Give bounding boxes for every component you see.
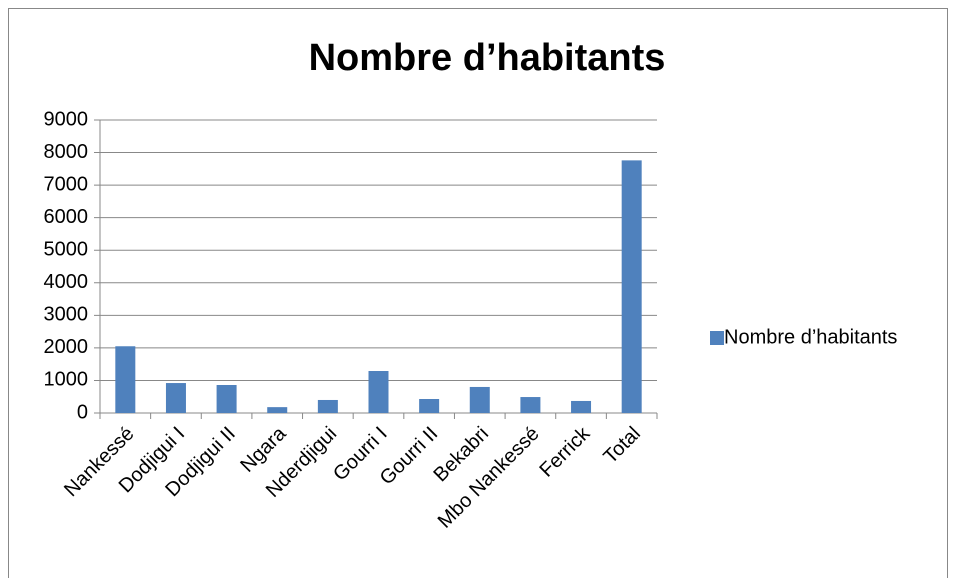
y-tick-label: 9000 <box>44 108 89 130</box>
bar <box>267 407 288 413</box>
chart-border <box>8 8 948 578</box>
y-tick-label: 6000 <box>44 206 89 228</box>
legend-swatch <box>710 331 724 345</box>
y-tick-label: 5000 <box>44 239 89 261</box>
y-tick-label: 4000 <box>44 271 89 293</box>
legend-label: Nombre d’habitants <box>724 326 897 348</box>
bar <box>216 385 237 413</box>
y-tick-label: 3000 <box>44 304 89 326</box>
bar <box>317 399 338 413</box>
bar <box>115 346 136 413</box>
bar <box>571 400 592 413</box>
y-tick-label: 2000 <box>44 336 89 358</box>
bar <box>469 386 490 413</box>
chart-title: Nombre d’habitants <box>309 37 666 79</box>
y-tick-label: 7000 <box>44 173 89 195</box>
bar <box>419 399 440 413</box>
y-tick-label: 1000 <box>44 369 89 391</box>
bar <box>621 160 642 413</box>
y-tick-label: 8000 <box>44 141 89 163</box>
bar <box>368 371 389 413</box>
bar <box>520 397 541 413</box>
y-tick-label: 0 <box>77 401 88 423</box>
bar <box>165 383 186 413</box>
